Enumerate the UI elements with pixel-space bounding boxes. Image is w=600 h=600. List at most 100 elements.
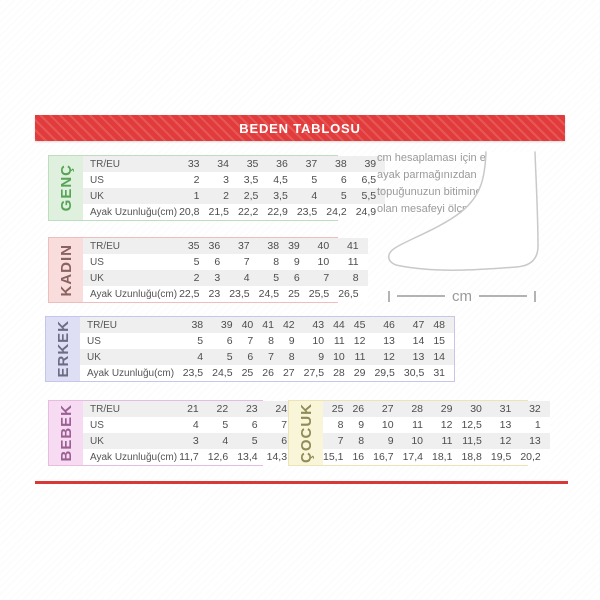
size-cell: 5 bbox=[258, 270, 289, 286]
size-cell: 40 bbox=[308, 238, 339, 254]
size-cell: 7 bbox=[323, 433, 353, 449]
size-cell: 37 bbox=[296, 156, 327, 172]
size-cell: 13 bbox=[374, 333, 404, 349]
size-table-kadin: TR/EU 35 36 37 38 39 40 41 US 5 6 7 8 9 10 11 UK 2 3 4 5 6 7 8 A… bbox=[83, 238, 368, 302]
size-cell: 7 bbox=[229, 254, 259, 270]
size-cell: 37 bbox=[229, 238, 259, 254]
size-cell: 20,2 bbox=[520, 449, 550, 465]
size-cell: 32 bbox=[520, 401, 550, 417]
bottom-divider-line bbox=[35, 481, 568, 484]
size-cell: 31 bbox=[490, 401, 521, 417]
size-cell: 22,9 bbox=[267, 204, 297, 220]
table-row: TR/EU 33 34 35 36 37 38 39 bbox=[83, 156, 386, 172]
size-cell: 6 bbox=[208, 254, 230, 270]
size-cell: 18,1 bbox=[432, 449, 462, 465]
size-table-erkek: TR/EU 38 39 40 41 42 43 44 45 46 47 48 US 5 6 7 8 9 10 11 12… bbox=[80, 317, 454, 381]
table-row: Ayak Uzunluğu(cm) 23,5 24,5 25 26 27 27,5 28 29 2… bbox=[80, 365, 454, 381]
row-label: TR/EU bbox=[83, 238, 180, 254]
row-label: UK bbox=[83, 433, 180, 449]
table-row: 8 9 10 11 12 12,5 13 1 bbox=[323, 417, 550, 433]
section-bebek: BEBEK TR/EU 21 22 23 24 US 4 5 6 7 UK 3 4 5 6 Ayak Uzun… bbox=[48, 400, 297, 466]
size-cell: 43 bbox=[303, 317, 334, 333]
size-cell: 26 bbox=[262, 365, 283, 381]
size-cell: 8 bbox=[338, 270, 368, 286]
size-cell: 11 bbox=[402, 417, 432, 433]
size-cell: 24,2 bbox=[326, 204, 356, 220]
row-label: US bbox=[80, 333, 183, 349]
table-row: UK 2 3 4 5 6 7 8 bbox=[83, 270, 368, 286]
size-cell: 3 bbox=[208, 270, 230, 286]
size-cell: 12 bbox=[432, 417, 462, 433]
size-cell: 5,5 bbox=[355, 188, 386, 204]
section-label: BEBEK bbox=[57, 404, 75, 462]
size-cell: 35 bbox=[179, 238, 209, 254]
size-cell: 10 bbox=[308, 254, 339, 270]
measure-line-segment bbox=[397, 295, 445, 297]
size-cell: 28 bbox=[333, 365, 354, 381]
size-cell: 15,1 bbox=[323, 449, 353, 465]
size-cell: 8 bbox=[352, 433, 374, 449]
size-cell: 9 bbox=[288, 254, 309, 270]
size-cell: 26,5 bbox=[338, 286, 368, 302]
size-cell: 4 bbox=[229, 270, 259, 286]
size-cell: 11,5 bbox=[461, 433, 491, 449]
section-erkek: ERKEK TR/EU 38 39 40 41 42 43 44 45 46 47 48 US 5 6 7 8 9… bbox=[45, 316, 455, 382]
size-cell: 8 bbox=[258, 254, 289, 270]
size-cell: 29 bbox=[432, 401, 462, 417]
row-label: US bbox=[83, 254, 180, 270]
size-cell: 24,5 bbox=[212, 365, 242, 381]
size-cell: 16,7 bbox=[373, 449, 403, 465]
size-cell: 39 bbox=[212, 317, 242, 333]
size-table-genc: TR/EU 33 34 35 36 37 38 39 US 2 3 3,5 4,5 5 6 6,5 UK 1 2 2,… bbox=[83, 156, 386, 220]
size-cell: 11,7 bbox=[179, 449, 208, 465]
size-cell: 8 bbox=[282, 349, 304, 365]
size-cell: 44 bbox=[333, 317, 354, 333]
size-cell: 25 bbox=[241, 365, 263, 381]
size-cell: 11 bbox=[432, 433, 462, 449]
section-label-box: ERKEK bbox=[46, 317, 80, 381]
size-cell: 35 bbox=[237, 156, 268, 172]
cm-unit-label: cm bbox=[452, 287, 472, 305]
table-row: 25 26 27 28 29 30 31 32 bbox=[323, 401, 550, 417]
right-tick bbox=[534, 290, 536, 302]
size-cell: 2,5 bbox=[237, 188, 268, 204]
size-cell: 23 bbox=[208, 286, 230, 302]
section-label-box: GENÇ bbox=[49, 156, 83, 220]
row-label: TR/EU bbox=[83, 156, 180, 172]
size-cell: 5 bbox=[326, 188, 356, 204]
section-genc: GENÇ TR/EU 33 34 35 36 37 38 39 US 2 3 3,5 4,5 5 6 6,5 U… bbox=[48, 155, 386, 221]
size-cell: 42 bbox=[282, 317, 304, 333]
size-cell: 29,5 bbox=[374, 365, 404, 381]
table-row: UK 3 4 5 6 bbox=[83, 433, 297, 449]
size-cell: 6 bbox=[241, 349, 263, 365]
size-cell: 3 bbox=[208, 172, 238, 188]
row-label: US bbox=[83, 417, 180, 433]
row-label: Ayak Uzunluğu(cm) bbox=[80, 365, 183, 381]
table-row: 15,1 16 16,7 17,4 18,1 18,8 19,5 20,2 bbox=[323, 449, 550, 465]
table-row: UK 4 5 6 7 8 9 10 11 12 13 14 bbox=[80, 349, 454, 365]
size-cell: 12,5 bbox=[461, 417, 491, 433]
size-cell: 39 bbox=[288, 238, 309, 254]
size-cell: 39 bbox=[355, 156, 386, 172]
size-cell: 30 bbox=[461, 401, 491, 417]
size-cell: 13 bbox=[403, 349, 434, 365]
size-cell: 8 bbox=[262, 333, 283, 349]
table-row: US 4 5 6 7 bbox=[83, 417, 297, 433]
table-row: UK 1 2 2,5 3,5 4 5 5,5 bbox=[83, 188, 386, 204]
size-cell: 6 bbox=[288, 270, 309, 286]
row-label: UK bbox=[83, 188, 180, 204]
size-table-cocuk: 25 26 27 28 29 30 31 32 8 9 10 11 12 12,5 13 1 7 8 9 10 11 11… bbox=[323, 401, 550, 465]
size-cell: 22 bbox=[207, 401, 238, 417]
size-cell: 18,8 bbox=[461, 449, 491, 465]
size-cell: 3,5 bbox=[237, 172, 268, 188]
row-label: UK bbox=[80, 349, 183, 365]
size-cell: 38 bbox=[182, 317, 213, 333]
section-label-box: BEBEK bbox=[49, 401, 83, 465]
table-row: Ayak Uzunluğu(cm) 20,8 21,5 22,2 22,9 23,5 24,… bbox=[83, 204, 386, 220]
left-tick bbox=[388, 290, 390, 302]
size-cell: 36 bbox=[267, 156, 297, 172]
size-cell: 23,5 bbox=[182, 365, 213, 381]
size-cell: 25 bbox=[323, 401, 353, 417]
row-label: Ayak Uzunluğu(cm) bbox=[83, 449, 180, 465]
